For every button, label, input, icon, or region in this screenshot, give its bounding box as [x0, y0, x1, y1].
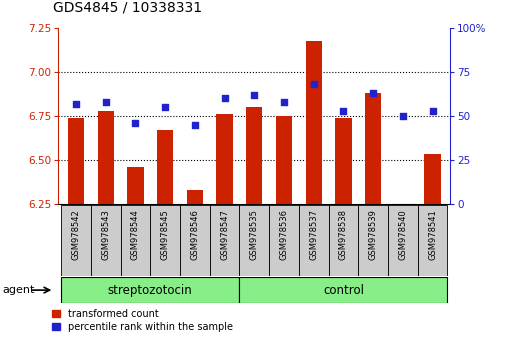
Bar — [186, 189, 203, 204]
Bar — [328, 205, 358, 276]
Bar — [180, 205, 209, 276]
Point — [279, 99, 287, 105]
Text: GSM978543: GSM978543 — [101, 209, 110, 260]
Bar — [245, 107, 262, 204]
Text: GSM978537: GSM978537 — [309, 209, 318, 260]
Point — [428, 108, 436, 114]
Bar — [97, 111, 114, 204]
Text: GSM978545: GSM978545 — [160, 209, 169, 259]
Point — [131, 120, 139, 126]
Bar — [91, 205, 120, 276]
Text: GSM978547: GSM978547 — [220, 209, 229, 260]
Point — [102, 99, 110, 105]
Bar — [216, 114, 232, 204]
Point — [309, 81, 317, 87]
Text: GSM978540: GSM978540 — [397, 209, 407, 259]
Text: GSM978536: GSM978536 — [279, 209, 288, 260]
Bar — [120, 205, 150, 276]
Text: GSM978541: GSM978541 — [427, 209, 436, 259]
Text: GSM978539: GSM978539 — [368, 209, 377, 260]
Bar — [127, 167, 143, 204]
Bar — [424, 154, 440, 204]
Text: GSM978538: GSM978538 — [338, 209, 347, 260]
Bar — [150, 205, 180, 276]
Point — [72, 101, 80, 107]
Bar — [61, 205, 91, 276]
Point — [220, 96, 228, 101]
Text: GSM978542: GSM978542 — [71, 209, 80, 259]
Point — [398, 113, 406, 119]
Text: GDS4845 / 10338331: GDS4845 / 10338331 — [53, 0, 202, 14]
Bar — [387, 205, 417, 276]
Bar — [298, 205, 328, 276]
Text: control: control — [322, 284, 363, 297]
Bar — [157, 130, 173, 204]
Bar — [334, 118, 351, 204]
Bar — [275, 116, 291, 204]
Text: streptozotocin: streptozotocin — [108, 284, 192, 297]
Bar — [68, 118, 84, 204]
Point — [250, 92, 258, 98]
Bar — [239, 205, 269, 276]
Bar — [209, 205, 239, 276]
Bar — [417, 205, 446, 276]
Bar — [269, 205, 298, 276]
Text: GSM978544: GSM978544 — [131, 209, 140, 259]
Point — [161, 104, 169, 110]
Text: GSM978535: GSM978535 — [249, 209, 258, 260]
Legend: transformed count, percentile rank within the sample: transformed count, percentile rank withi… — [50, 307, 234, 334]
Text: agent: agent — [3, 285, 35, 295]
Bar — [358, 205, 387, 276]
Point — [190, 122, 198, 127]
Bar — [239, 277, 446, 303]
Bar — [305, 41, 321, 204]
Text: GSM978546: GSM978546 — [190, 209, 199, 260]
Point — [339, 108, 347, 114]
Bar — [364, 93, 380, 204]
Point — [368, 90, 376, 96]
Bar — [61, 277, 239, 303]
